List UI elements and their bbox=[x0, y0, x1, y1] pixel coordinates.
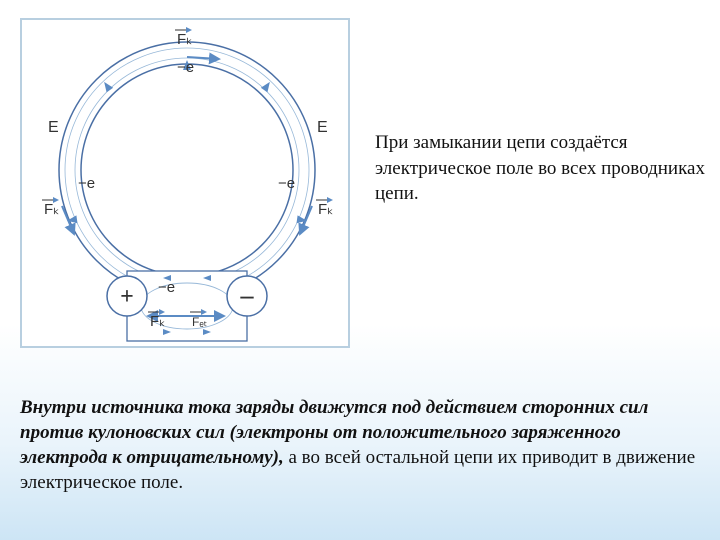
svg-text:−e: −e bbox=[278, 175, 295, 192]
bottom-paragraph: Внутри источника тока заряды движутся по… bbox=[20, 395, 700, 495]
svg-text:−e: −e bbox=[158, 279, 175, 296]
svg-text:E: E bbox=[317, 119, 328, 136]
svg-text:Fₖ: Fₖ bbox=[177, 31, 193, 48]
svg-text:+: + bbox=[120, 284, 134, 310]
svg-text:−e: −e bbox=[78, 175, 95, 192]
svg-text:–: – bbox=[240, 281, 255, 310]
circuit-diagram: + – E E Fₖ Fₖ Fₖ −e −e −e −e Fₖ Fₑₜ bbox=[20, 18, 350, 348]
svg-text:−e: −e bbox=[177, 59, 194, 76]
svg-text:Fₖ: Fₖ bbox=[318, 201, 334, 218]
diagram-svg: + – E E Fₖ Fₖ Fₖ −e −e −e −e Fₖ Fₑₜ bbox=[22, 20, 352, 350]
svg-text:E: E bbox=[48, 119, 59, 136]
side-paragraph: При замыкании цепи создаётся электрическ… bbox=[375, 130, 705, 207]
svg-text:Fₖ: Fₖ bbox=[44, 201, 60, 218]
svg-text:Fₑₜ: Fₑₜ bbox=[192, 315, 207, 329]
svg-text:Fₖ: Fₖ bbox=[150, 313, 166, 330]
